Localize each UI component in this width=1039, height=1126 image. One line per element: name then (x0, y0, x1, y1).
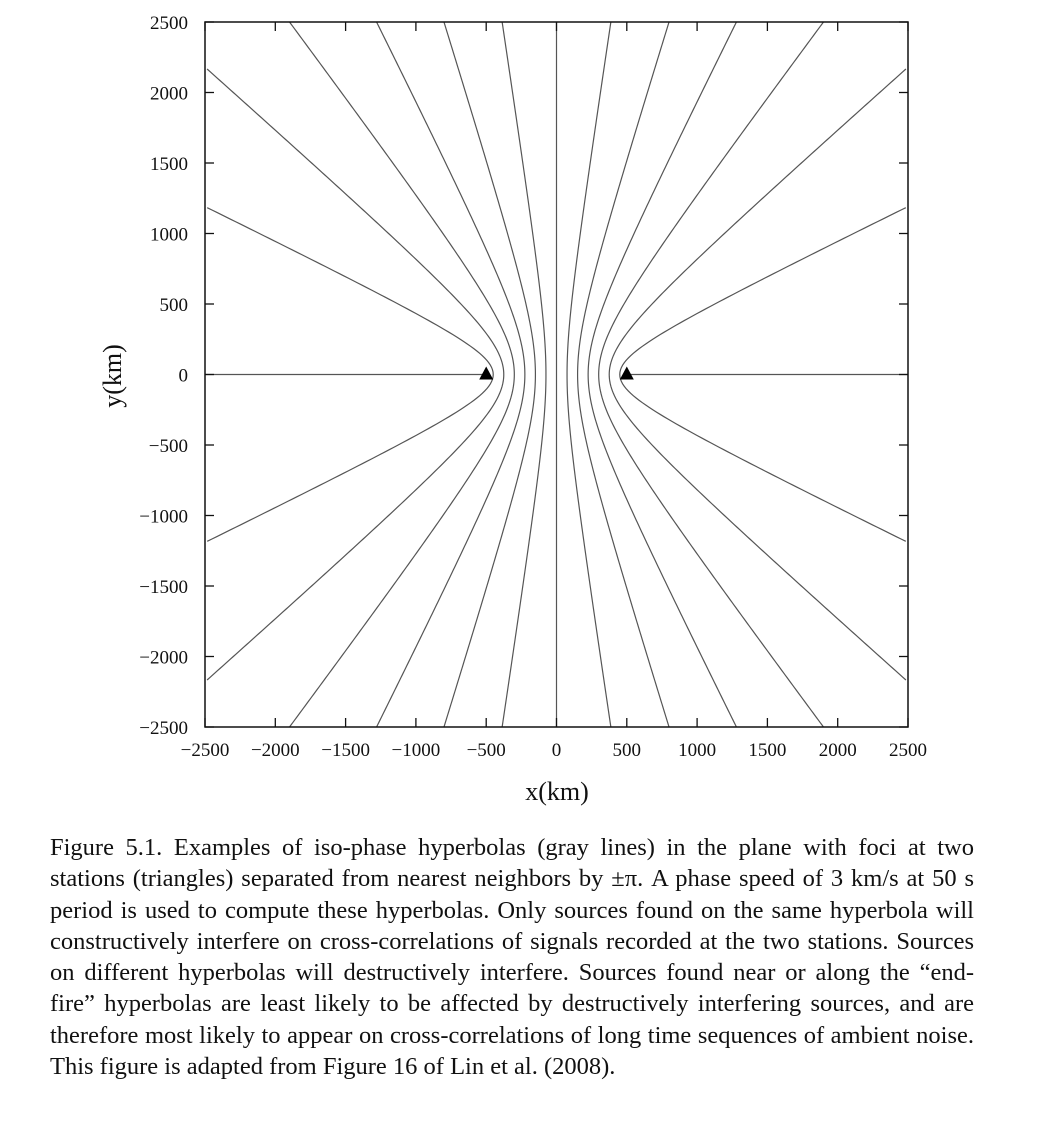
x-tick-label: −1500 (321, 740, 370, 761)
station-triangle (619, 366, 634, 380)
y-tick-label: 1000 (150, 225, 188, 246)
y-tick-label: 500 (160, 295, 189, 316)
y-tick-label: −500 (149, 436, 188, 457)
hyperbola-line (289, 21, 515, 728)
hyperbola-line (608, 68, 907, 681)
y-tick-label: −1000 (139, 507, 188, 528)
hyperbola-line (587, 21, 737, 728)
y-tick-label: 0 (179, 366, 189, 387)
y-tick-label: 2000 (150, 84, 188, 105)
x-tick-label: 1500 (748, 740, 786, 761)
hyperbola-line (443, 21, 537, 728)
x-tick-label: 500 (613, 740, 642, 761)
hyperbola-line (376, 21, 526, 728)
x-tick-label: −2000 (251, 740, 300, 761)
y-tick-label: 2500 (150, 13, 188, 34)
hyperbola-line (598, 21, 824, 728)
axis-ticks (204, 21, 909, 728)
hyperbola-line (206, 207, 494, 542)
x-tick-label: −2500 (181, 740, 230, 761)
y-tick-labels: 2500 2000 1500 1000 500 0 −500 −1000 −1500 −2000 −… (139, 13, 188, 739)
y-tick-label: −1500 (139, 577, 188, 598)
y-axis-title: y(km) (98, 344, 127, 408)
hyperbola-line (501, 21, 547, 728)
x-tick-label: 1000 (678, 740, 716, 761)
x-tick-label: 2000 (819, 740, 857, 761)
hyperbola-line (566, 21, 612, 728)
station-triangle (479, 366, 494, 380)
x-tick-labels: −2500 −2000 −1500 −1000 −500 0 500 1000 1500 2000… (181, 740, 927, 761)
hyperbola-line (206, 68, 505, 681)
hyperbola-lines (205, 21, 908, 728)
figure-caption: Figure 5.1. Examples of iso-phase hyperb… (50, 834, 974, 1081)
hyperbola-figure: −2500 −2000 −1500 −1000 −500 0 500 1000 1500 2000… (98, 13, 927, 806)
x-tick-label: −500 (467, 740, 506, 761)
y-tick-label: −2000 (139, 648, 188, 669)
hyperbola-line (619, 207, 907, 542)
x-axis-title: x(km) (525, 777, 589, 806)
station-markers (479, 366, 634, 380)
y-tick-label: −2500 (139, 718, 188, 739)
x-tick-label: 0 (552, 740, 562, 761)
y-tick-label: 1500 (150, 154, 188, 175)
x-tick-label: 2500 (889, 740, 927, 761)
hyperbola-line (576, 21, 670, 728)
x-tick-label: −1000 (392, 740, 441, 761)
